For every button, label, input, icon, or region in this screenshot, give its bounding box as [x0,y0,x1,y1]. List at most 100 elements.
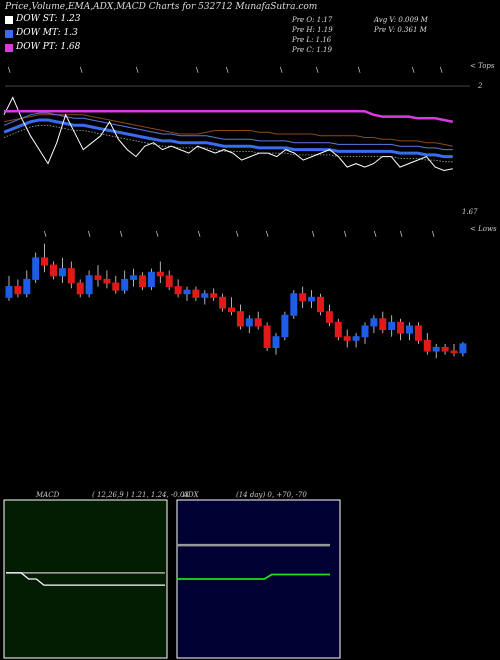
candle-body-0 [5,286,13,298]
candle-body-5 [50,264,57,277]
bottom-tick-2: \ [120,230,123,238]
candle-body-24 [219,296,227,309]
legend-mt: DOW MT: 1.3 [16,28,78,38]
top-tick-1: \ [80,66,83,74]
candle-body-21 [192,289,200,298]
candle-body-38 [343,336,351,341]
legend-st: DOW ST: 1.23 [16,14,81,24]
candle-body-17 [156,271,164,277]
candle-body-10 [94,275,102,280]
candle-body-8 [76,282,84,295]
top-tick-7: \ [358,66,361,74]
bottom-tick-1: \ [88,230,91,238]
candle-body-27 [245,318,253,327]
candle-body-1 [14,286,22,295]
stat-open: Pre O: 1.17 [292,16,333,24]
candle-body-23 [210,293,218,298]
price-top-label: 2 [478,82,483,90]
adx-params: (14 day) 0, +70, -70 [236,491,307,499]
top-tick-8: \ [412,66,415,74]
candle-body-9 [85,275,93,295]
macd-title: MACD [36,491,60,499]
candle-body-51 [459,343,467,354]
candle-body-19 [174,286,182,295]
bottom-tick-4: \ [198,230,201,238]
bottom-tick-5: \ [236,230,239,238]
legend-swatch-pt [5,44,13,52]
candle-body-3 [32,257,40,280]
candle-body-48 [432,346,440,352]
stat-high: Pre H: 1.19 [292,26,333,34]
bottom-tick-0: \ [44,230,47,238]
candle-body-4 [41,257,49,266]
ema-mid-line [3,114,453,147]
candle-body-15 [139,275,146,288]
candle-body-30 [272,336,280,348]
legend-swatch-st [5,16,13,24]
ema-blue-upper-line [3,112,453,151]
top-tick-3: \ [196,66,199,74]
adx-title: ADX [183,491,199,499]
candle-body-11 [103,278,111,284]
candle-body-33 [299,293,307,302]
bottom-tick-8: \ [344,230,347,238]
candle-body-41 [370,318,378,327]
candle-body-39 [352,336,360,341]
bottom-tick-3: \ [156,230,159,238]
lows-label: < Lows [470,225,497,233]
stat-prev-volume: Pre V: 0.361 M [374,26,427,34]
top-tick-9: \ [440,66,443,74]
candle-body-13 [121,278,129,291]
candle-body-6 [58,268,66,277]
ema-blue-line [3,118,453,159]
candle-body-14 [130,275,138,280]
candle-body-44 [397,321,405,334]
bottom-tick-6: \ [266,230,269,238]
close-price-line [3,96,453,172]
candle-body-42 [379,318,387,331]
candle-body-43 [388,321,396,331]
tops-label: < Tops [470,62,495,70]
bottom-tick-10: \ [400,230,403,238]
candle-body-36 [325,311,333,323]
bottom-tick-9: \ [374,230,377,238]
candle-body-50 [450,350,458,354]
stat-low: Pre L: 1.16 [292,36,332,44]
legend-pt: DOW PT: 1.68 [16,42,81,52]
ema-long-line [4,110,454,124]
stat-close: Pre C: 1.19 [292,46,332,54]
candle-body-18 [165,275,173,288]
adx-minus-line [177,573,330,580]
candle-body-28 [254,318,262,327]
chart-header: Price,Volume,EMA,ADX,MACD Charts for 532… [5,2,318,12]
top-tick-4: \ [226,66,229,74]
macd-line [6,572,165,586]
candle-body-29 [263,325,271,348]
candle-body-16 [147,271,155,288]
candle-body-46 [414,325,422,341]
top-tick-6: \ [316,66,319,74]
price-low-label: 1.67 [462,208,478,216]
top-tick-0: \ [8,66,11,74]
candle-body-25 [228,307,235,313]
macd-params: ( 12,26,9 ) 1.21, 1.24, -0.03 [92,491,189,499]
candle-body-20 [183,289,191,295]
bottom-tick-11: \ [432,230,435,238]
candle-body-47 [423,339,431,352]
top-tick-5: \ [280,66,283,74]
candle-body-37 [334,321,342,338]
candle-body-2 [23,278,31,295]
bottom-tick-7: \ [312,230,315,238]
candle-body-34 [308,296,316,302]
candle-body-26 [236,311,244,327]
candle-body-40 [361,325,369,338]
candle-body-49 [441,346,449,352]
candle-body-45 [406,325,413,334]
candle-body-32 [290,293,298,316]
candle-body-31 [281,314,289,338]
stat-avg-volume: Avg V: 0.009 M [374,16,428,24]
candle-body-12 [112,282,120,291]
candle-body-35 [317,296,324,313]
candle-body-22 [201,293,209,298]
